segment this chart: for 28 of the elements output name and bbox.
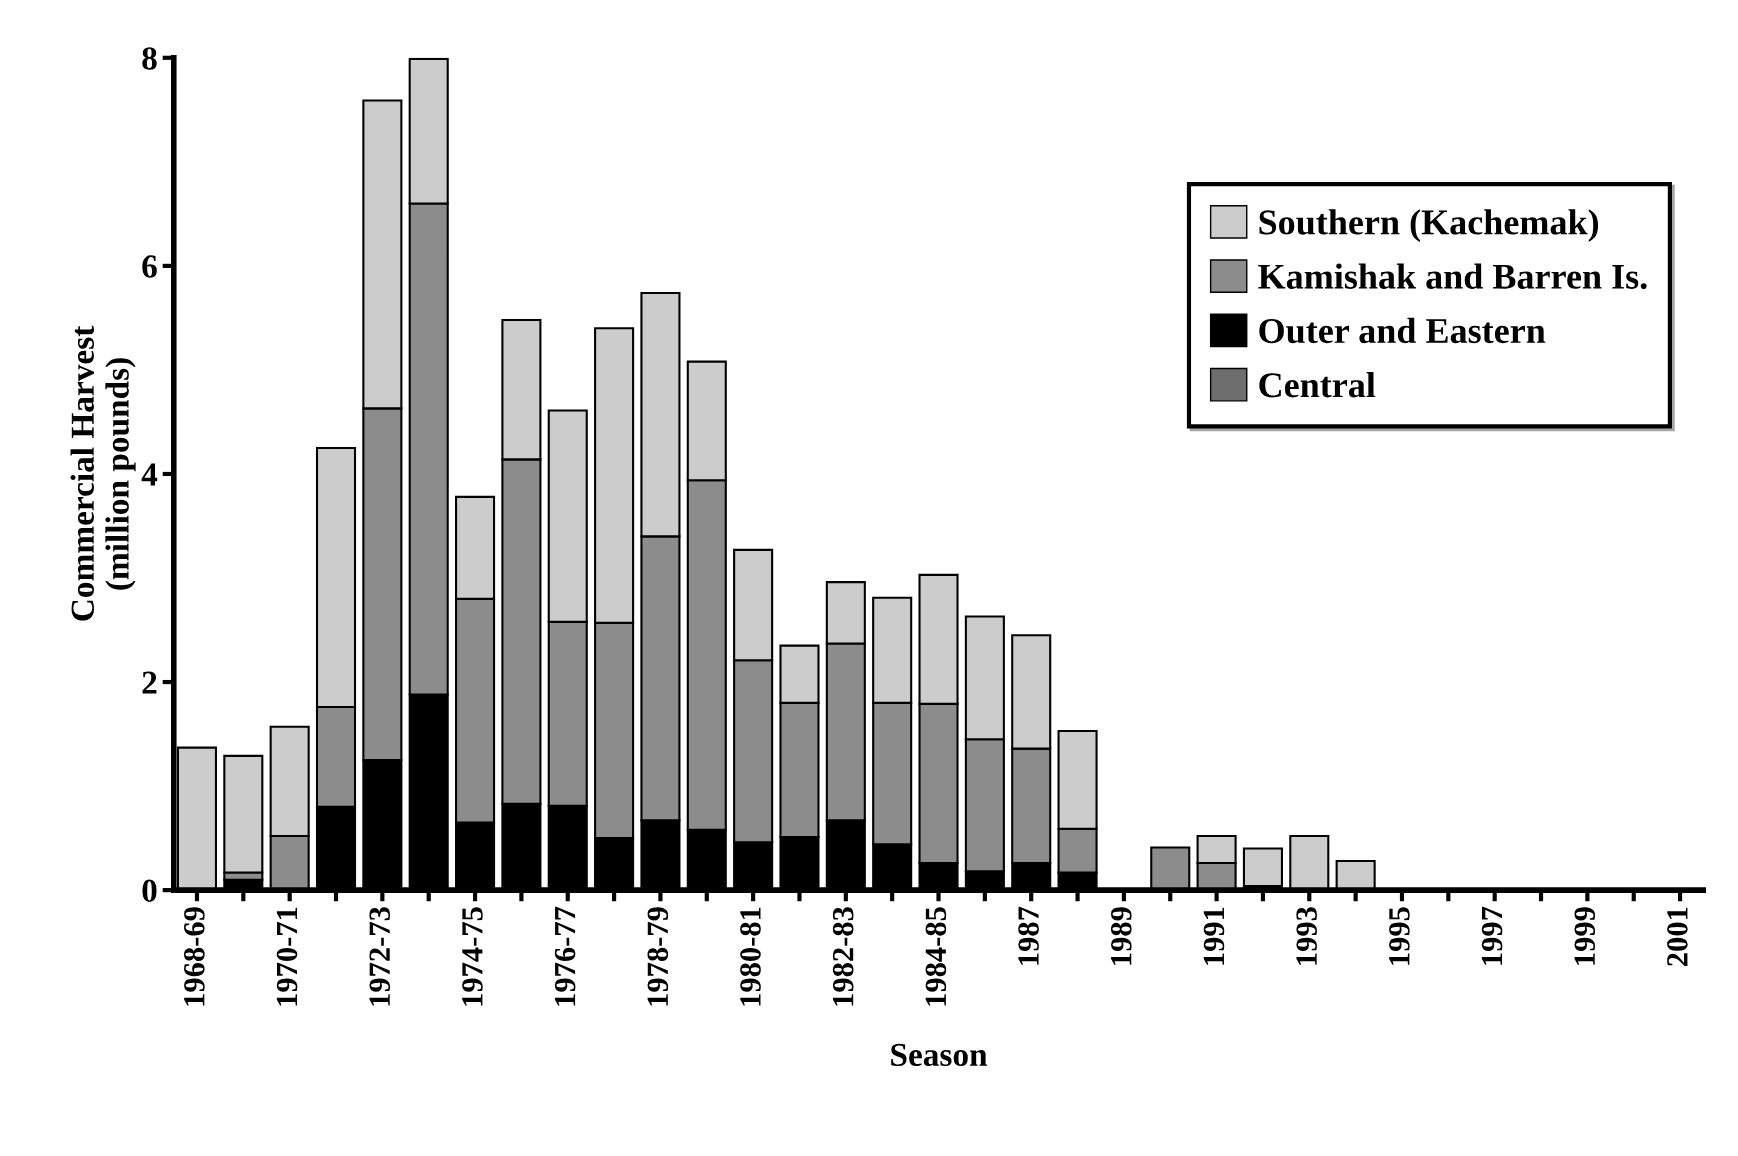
legend-label: Central xyxy=(1259,372,1376,398)
x-tick-label: 1968-69 xyxy=(184,907,205,1006)
x-tick-label: 1995 xyxy=(1389,907,1410,965)
x-tick-label: 1997 xyxy=(1481,906,1503,965)
x-tick-label: 1984-85 xyxy=(925,907,947,1006)
x-tick-label: 1978-79 xyxy=(647,907,669,1006)
x-tick-label: 1972-73 xyxy=(369,907,391,1006)
x-tick-label: 1987 xyxy=(1018,906,1039,965)
x-tick-label: 1976-77 xyxy=(554,906,576,1006)
y-tick-label: 2 xyxy=(142,671,157,694)
x-tick-label: 1999 xyxy=(1574,907,1596,965)
legend-label: Southern (Kachemak) xyxy=(1259,209,1599,242)
x-axis-title: Season xyxy=(891,1043,988,1067)
x-tick-label: 1982-83 xyxy=(832,907,854,1006)
x-tick-label: 1989 xyxy=(1110,907,1132,965)
y-tick-label: 4 xyxy=(141,463,158,486)
x-tick-label: 1980-81 xyxy=(740,907,761,1006)
x-tick-label: 1993 xyxy=(1296,907,1317,965)
legend-label: Outer and Eastern xyxy=(1259,317,1546,344)
x-tick-label: 1991 xyxy=(1203,907,1225,965)
y-tick-label: 8 xyxy=(142,47,157,70)
y-axis-title: Commercial Harvest (million pounds) xyxy=(70,325,136,621)
x-tick-label: 1970-71 xyxy=(276,907,298,1006)
y-tick-label: 6 xyxy=(142,255,157,278)
legend-label: Kamishak and Barren Is. xyxy=(1258,263,1647,290)
x-tick-label: 1974-75 xyxy=(462,907,483,1006)
y-tick-label: 0 xyxy=(142,879,157,903)
x-tick-label: 2001 xyxy=(1667,907,1688,966)
